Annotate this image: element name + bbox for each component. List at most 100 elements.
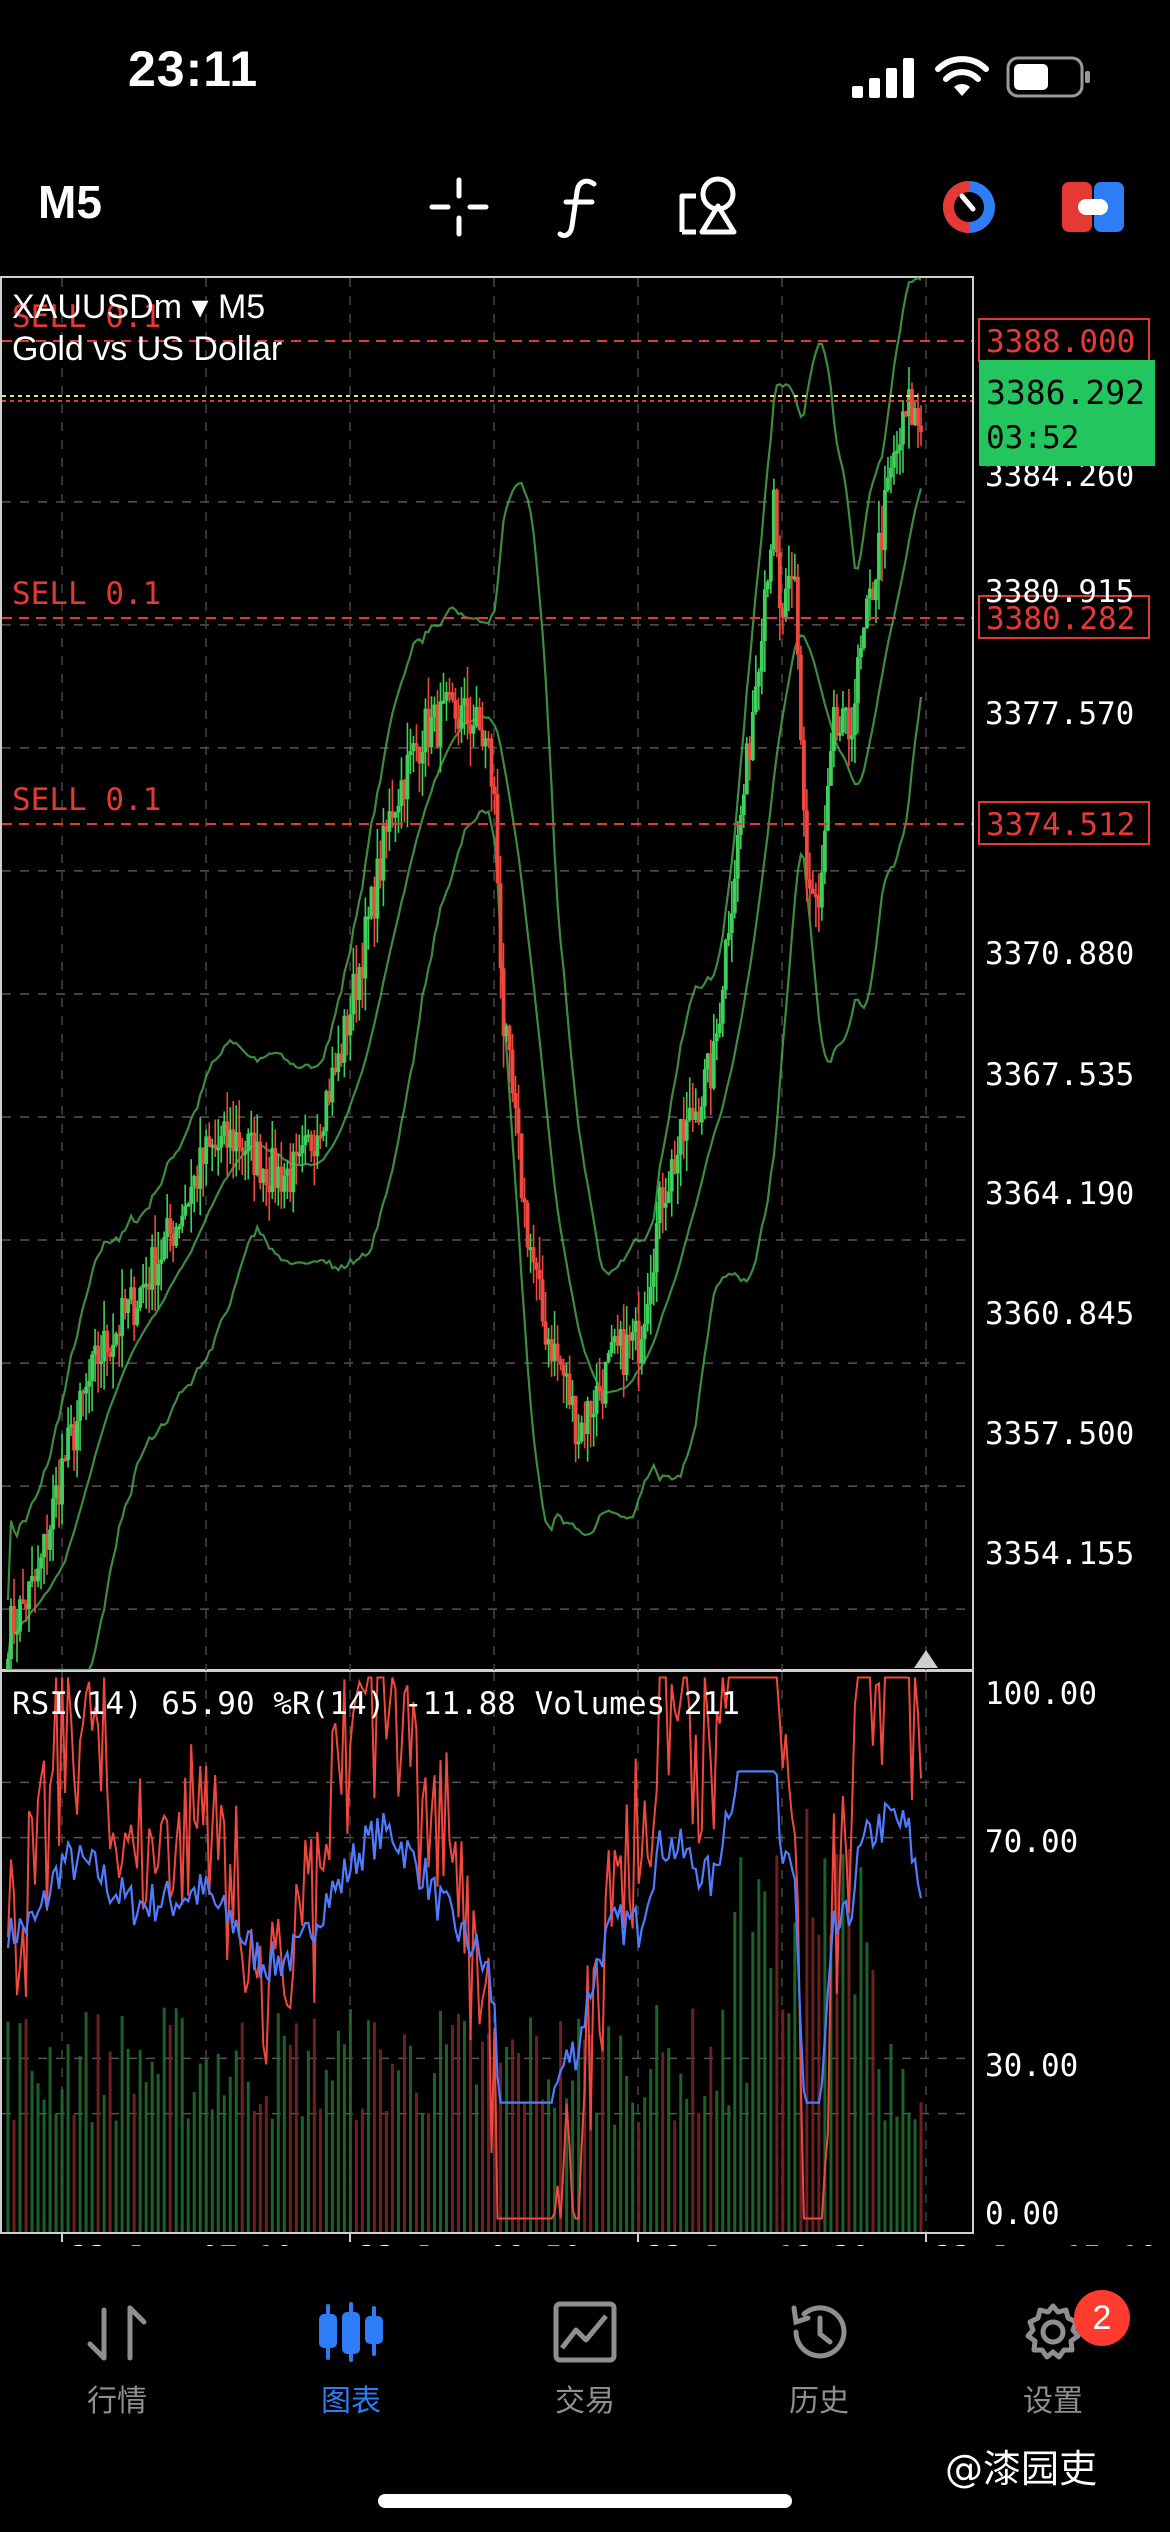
candle-body xyxy=(39,1557,43,1569)
volume-bar xyxy=(48,2047,52,2232)
candle-body xyxy=(669,1159,674,1192)
candle-body xyxy=(141,1284,146,1288)
candle-body xyxy=(381,825,386,881)
order-price-box xyxy=(978,801,1150,845)
candle-body xyxy=(690,1107,695,1120)
candle-body xyxy=(102,1330,107,1362)
volume-bar xyxy=(450,2024,454,2232)
volume-bar xyxy=(222,2095,226,2232)
volume-bar xyxy=(234,2050,238,2232)
candle-body xyxy=(801,739,806,811)
volume-bar xyxy=(577,2018,581,2232)
candle-body xyxy=(162,1237,167,1260)
volume-bar xyxy=(583,2039,587,2232)
candle-body xyxy=(234,1132,239,1152)
volume-bar xyxy=(529,2017,533,2232)
volume-bar xyxy=(571,2080,575,2232)
volume-bar xyxy=(511,2039,515,2232)
volume-bar xyxy=(595,2112,599,2232)
volume-bar xyxy=(901,2068,905,2232)
volume-bar xyxy=(703,2096,707,2232)
current-price-box xyxy=(979,360,1155,466)
order-label: SELL 0.1 xyxy=(12,299,161,335)
candle-body xyxy=(618,1329,623,1346)
candle-body xyxy=(396,805,401,813)
current-price: 3386.292 xyxy=(986,373,1145,412)
volume-bar xyxy=(228,2076,232,2232)
indicator-axis-label: 0.00 xyxy=(985,2196,1060,2232)
volume-bar xyxy=(535,2036,539,2232)
trade-toggle-icon[interactable] xyxy=(1060,180,1126,234)
time-axis-label: 23 Jun 12:30 xyxy=(646,2240,870,2246)
price-chart[interactable]: SELL 0.1 3388.000 SELL 0.1 3380.282 SELL 0.1… xyxy=(0,276,1170,1670)
williams-r-line xyxy=(7,1676,922,2220)
candle-body xyxy=(841,708,845,733)
candle-body xyxy=(156,1263,161,1286)
candle-body xyxy=(378,858,383,881)
volume-bar xyxy=(276,2013,280,2232)
candle-body xyxy=(96,1345,100,1364)
price-axis-label: 3367.535 xyxy=(985,1057,1134,1093)
candle-body xyxy=(435,704,440,747)
candle-body xyxy=(444,691,449,701)
volume-bar xyxy=(763,1891,767,2232)
nav-settings[interactable]: 设置 xyxy=(936,2300,1170,2430)
nav-trade[interactable]: 交易 xyxy=(468,2300,702,2430)
candle-body xyxy=(651,1272,656,1287)
chart-style-icon[interactable] xyxy=(940,178,1002,236)
trade-icon xyxy=(553,2301,617,2363)
candle-body xyxy=(642,1323,647,1340)
volume-bar xyxy=(18,2023,22,2232)
candle-body xyxy=(621,1329,626,1375)
candle-body xyxy=(708,1053,713,1089)
candle-body xyxy=(210,1144,215,1148)
candle-body xyxy=(300,1145,305,1154)
candle-body xyxy=(12,1606,16,1634)
volume-bar xyxy=(240,2022,244,2232)
candle-body xyxy=(456,718,461,729)
candle-body xyxy=(159,1259,164,1264)
volume-bar xyxy=(805,1808,809,2232)
candle-body xyxy=(552,1343,557,1362)
volume-bar xyxy=(54,2113,58,2232)
candle-body xyxy=(252,1132,257,1176)
settings-icon xyxy=(1025,2303,1081,2360)
indicator-chart[interactable]: RSI(14) 65.90 %R(14) -11.88 Volumes 211 1… xyxy=(0,1670,1170,2246)
candle-body xyxy=(798,654,803,740)
volume-bar xyxy=(342,2044,346,2232)
volume-bar xyxy=(150,2061,154,2232)
volume-bar xyxy=(487,2033,491,2232)
nav-quotes[interactable]: 行情 xyxy=(0,2300,234,2430)
candle-body xyxy=(105,1330,110,1353)
candle-body xyxy=(672,1159,677,1174)
volume-bar xyxy=(655,2004,659,2232)
candle-body xyxy=(528,1247,533,1251)
volume-bar xyxy=(114,2120,118,2232)
function-icon[interactable] xyxy=(556,176,606,240)
candle-body xyxy=(717,1023,722,1034)
candle-body xyxy=(729,913,734,933)
candle-body xyxy=(501,968,506,1037)
candle-body xyxy=(180,1215,185,1227)
nav-history[interactable]: 历史 xyxy=(702,2300,936,2430)
candle-body xyxy=(348,1014,353,1036)
watermark: @漆园吏 xyxy=(945,2447,1098,2491)
objects-icon[interactable] xyxy=(678,172,744,236)
candle-body xyxy=(357,967,362,1001)
candle-body xyxy=(126,1299,131,1314)
nav-chart[interactable]: 图表 xyxy=(234,2300,468,2430)
volume-bar xyxy=(336,2030,340,2232)
volume-bar xyxy=(216,2053,220,2232)
candle-body xyxy=(237,1132,242,1148)
timeframe-button[interactable]: M5 xyxy=(38,176,102,228)
volume-bar xyxy=(180,2018,184,2232)
volume-bar xyxy=(354,2119,358,2232)
order-label: SELL 0.1 xyxy=(12,576,161,612)
crosshair-icon[interactable] xyxy=(428,176,490,238)
volume-bar xyxy=(6,2021,10,2232)
candle-body xyxy=(258,1141,263,1183)
candle-body xyxy=(267,1185,272,1193)
candle-body xyxy=(135,1308,140,1325)
candle-body xyxy=(633,1320,638,1333)
candle-body xyxy=(51,1498,55,1530)
